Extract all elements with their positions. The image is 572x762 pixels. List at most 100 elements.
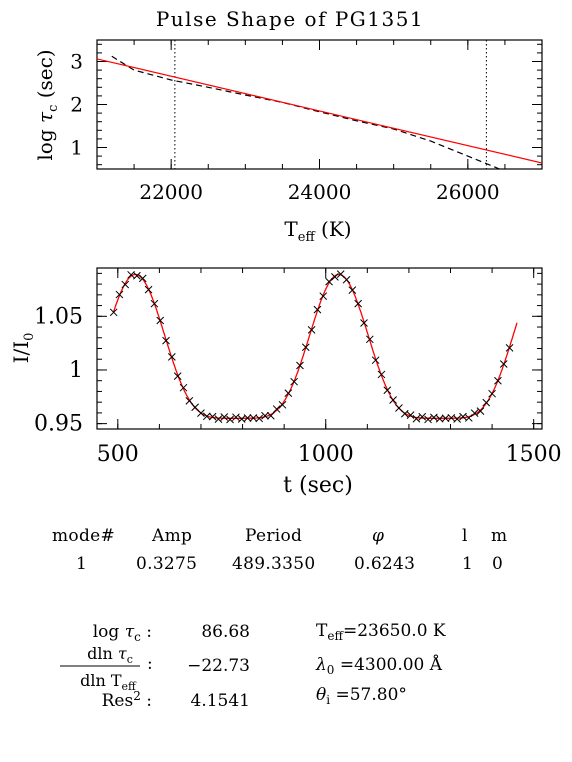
x-tick-label: 1000 <box>298 442 354 467</box>
data-point-marker <box>243 414 252 422</box>
res-label: Res2 : <box>102 689 152 711</box>
dln-colon: : <box>147 654 153 674</box>
data-point-marker <box>494 376 502 385</box>
data-point-marker <box>208 412 217 421</box>
model-pulse-curve <box>112 273 518 419</box>
data-point-marker <box>383 386 392 395</box>
data-point-marker <box>150 299 159 308</box>
data-point-marker <box>168 353 176 361</box>
dln-numerator: dln τc <box>87 644 133 666</box>
y-tick-label: 3 <box>70 50 83 74</box>
bottom-xlabel: t (sec) <box>283 473 353 498</box>
data-point-marker <box>255 414 264 423</box>
fit-line <box>97 58 542 164</box>
y-tick-label: 2 <box>70 93 83 117</box>
data-point-marker <box>476 407 485 415</box>
data-point-marker <box>162 336 170 345</box>
data-point-marker <box>307 325 316 334</box>
data-point-marker <box>389 396 397 404</box>
data-point-marker <box>214 415 223 424</box>
header-mode: mode# <box>52 526 116 546</box>
row-period: 489.3350 <box>232 554 316 574</box>
data-point-marker <box>499 360 508 368</box>
data-point-marker <box>173 372 182 380</box>
data-point-marker <box>313 305 322 314</box>
data-point-marker <box>406 411 415 419</box>
lambda0-result: λ0 =4300.00 Å <box>315 654 443 677</box>
teff-result: Teff=23650.0 K <box>316 621 446 643</box>
bottom-ylabel: I/I0 <box>9 333 37 364</box>
row-m: 0 <box>492 554 504 574</box>
data-point-marker <box>365 335 374 344</box>
top-panel: 22000 24000 26000 1 2 3 log τc (sec) Teff (K) <box>33 39 543 245</box>
data-point-marker <box>202 412 211 421</box>
row-l: 1 <box>462 554 474 574</box>
data-point-marker <box>464 414 473 422</box>
top-series <box>97 55 542 169</box>
x-tick-label: 1500 <box>506 442 562 467</box>
top-marker-lines <box>174 40 487 169</box>
data-point-marker <box>138 274 147 283</box>
data-point-marker <box>115 290 124 299</box>
x-tick-label: 26000 <box>436 180 500 204</box>
data-point-marker <box>354 299 363 308</box>
data-point-marker <box>185 397 194 405</box>
data-point-marker <box>121 280 130 289</box>
fit-results: log τc : 86.68 dln τc dln Teff : −22.73 … <box>60 621 446 711</box>
data-point-marker <box>133 271 141 280</box>
data-point-marker <box>278 400 287 409</box>
data-point-marker <box>459 412 467 421</box>
bottom-axis-ticks: 500 1000 1500 0.95 1 1.05 <box>34 268 562 467</box>
data-point-marker <box>220 413 229 421</box>
data-point-marker <box>453 415 462 423</box>
data-point-marker <box>470 409 479 417</box>
data-point-marker <box>301 343 310 352</box>
row-phi: 0.6243 <box>354 554 416 574</box>
data-point-marker <box>488 389 496 398</box>
data-point-marker <box>261 411 269 420</box>
data-point-marker <box>325 277 333 286</box>
data-point-marker <box>371 356 380 365</box>
data-point-marker <box>400 409 409 418</box>
data-point-marker <box>197 409 205 417</box>
data-point-marker <box>109 308 118 317</box>
data-point-marker <box>430 413 438 422</box>
y-tick-label: 1 <box>69 358 83 383</box>
data-point-marker <box>412 414 421 423</box>
dln-value: −22.73 <box>187 656 250 676</box>
data-point-marker <box>505 344 514 352</box>
res-value: 4.1541 <box>191 691 250 711</box>
dln-denominator: dln Teff <box>80 671 137 693</box>
y-tick-label: 0.95 <box>34 412 83 437</box>
top-xlabel: Teff (K) <box>284 217 351 245</box>
data-point-marker <box>179 383 188 392</box>
data-point-marker <box>424 415 432 424</box>
data-point-marker <box>418 412 427 421</box>
log-tau-label: log τc : <box>93 622 152 644</box>
data-point-marker <box>296 361 304 370</box>
row-mode: 1 <box>76 554 88 574</box>
data-point-marker <box>284 389 293 397</box>
row-amp: 0.3275 <box>136 554 198 574</box>
data-point-marker <box>342 275 351 284</box>
header-period: Period <box>245 526 303 546</box>
theta-result: θi =57.80° <box>316 685 407 707</box>
data-point-marker <box>290 377 298 386</box>
bottom-panel: 500 1000 1500 0.95 1 1.05 I/I0 t (sec) <box>9 267 562 498</box>
y-tick-label: 1.05 <box>34 304 83 329</box>
log-tau-value: 86.68 <box>201 622 250 642</box>
data-point-marker <box>144 285 153 294</box>
y-tick-label: 1 <box>70 136 83 160</box>
data-point-marker <box>348 286 357 294</box>
figure-title: Pulse Shape of PG1351 <box>156 7 424 31</box>
header-l: l <box>462 526 468 546</box>
data-point-marker <box>377 370 386 379</box>
bottom-series <box>109 270 518 424</box>
header-m: m <box>491 526 508 546</box>
data-point-marker <box>360 319 368 327</box>
data-point-marker <box>482 398 491 407</box>
x-tick-label: 24000 <box>288 180 352 204</box>
x-tick-label: 500 <box>97 442 139 467</box>
data-point-marker <box>319 292 328 301</box>
data-point-marker <box>272 405 281 413</box>
